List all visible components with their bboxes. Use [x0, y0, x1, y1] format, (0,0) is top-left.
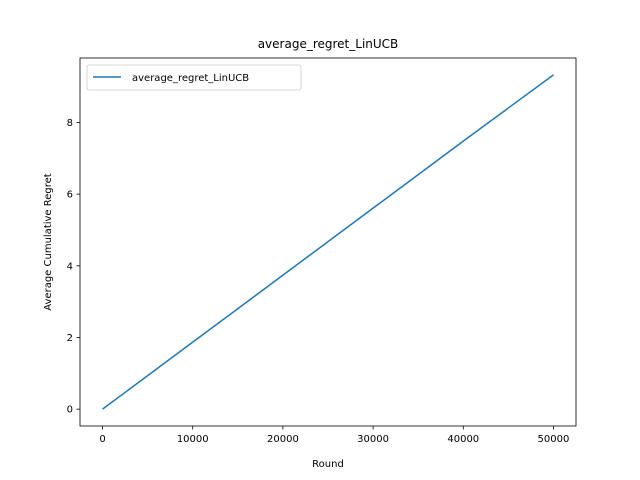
y-axis-label: Average Cumulative Regret	[43, 173, 54, 311]
y-tick-label: 4	[67, 261, 73, 272]
y-tick-label: 0	[67, 405, 73, 416]
legend-frame	[86, 64, 302, 91]
x-tick-label: 40000	[447, 434, 479, 445]
x-tick-label: 30000	[357, 434, 389, 445]
y-tick-label: 8	[67, 118, 73, 129]
x-tick-label: 0	[99, 434, 105, 445]
x-tick-label: 50000	[538, 434, 570, 445]
legend-label: average_regret_LinUCB	[132, 73, 249, 84]
x-tick-label: 10000	[177, 434, 209, 445]
x-axis-label: Round	[312, 459, 344, 470]
y-axis: 0 2 4 6 8	[67, 118, 80, 416]
chart-title: average_regret_LinUCB	[258, 37, 399, 51]
x-axis: 0 10000 20000 30000 40000 50000	[99, 426, 569, 445]
axes-frame	[79, 57, 577, 427]
x-tick-label: 20000	[267, 434, 299, 445]
y-tick-label: 2	[67, 333, 73, 344]
series-line	[102, 74, 554, 410]
legend: average_regret_LinUCB	[86, 64, 302, 91]
y-tick-label: 6	[67, 190, 73, 201]
plot-area	[102, 74, 554, 410]
